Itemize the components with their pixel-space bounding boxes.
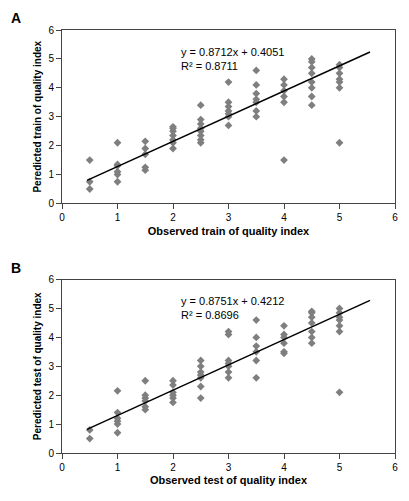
svg-text:3: 3 [48,111,54,122]
svg-text:1: 1 [115,462,121,473]
svg-text:Observed train of quality inde: Observed train of quality index [148,225,310,237]
svg-text:2: 2 [170,462,176,473]
svg-text:4: 4 [48,82,54,93]
svg-text:6: 6 [48,25,54,36]
svg-text:1: 1 [48,419,54,430]
svg-text:y = 0.8712x + 0.4051R² = 0.871: y = 0.8712x + 0.4051R² = 0.8711 [181,46,284,72]
svg-text:5: 5 [337,462,343,473]
svg-text:0: 0 [48,198,54,209]
svg-text:0: 0 [59,212,65,223]
svg-text:3: 3 [48,361,54,372]
svg-text:3: 3 [226,212,232,223]
svg-text:5: 5 [337,212,343,223]
svg-text:6: 6 [392,212,398,223]
svg-text:2: 2 [48,140,54,151]
svg-text:6: 6 [392,462,398,473]
svg-text:3: 3 [226,462,232,473]
svg-text:2: 2 [170,212,176,223]
svg-text:0: 0 [48,448,54,459]
svg-text:y = 0.8751x + 0.4212R² = 0.869: y = 0.8751x + 0.4212R² = 0.8696 [181,295,284,321]
svg-text:Peredicted test of quality ind: Peredicted test of quality index [32,292,43,440]
svg-text:2: 2 [48,390,54,401]
svg-text:A: A [11,10,21,26]
svg-text:4: 4 [281,212,287,223]
svg-text:5: 5 [48,53,54,64]
svg-text:1: 1 [115,212,121,223]
svg-text:4: 4 [48,332,54,343]
svg-text:Peredicted train of quality in: Peredicted train of quality index [32,40,43,192]
svg-text:B: B [11,260,21,276]
svg-text:5: 5 [48,303,54,314]
svg-text:4: 4 [281,462,287,473]
svg-text:1: 1 [48,169,54,180]
svg-text:Observed test of quality index: Observed test of quality index [150,474,308,486]
svg-text:6: 6 [48,274,54,285]
svg-text:0: 0 [59,462,65,473]
